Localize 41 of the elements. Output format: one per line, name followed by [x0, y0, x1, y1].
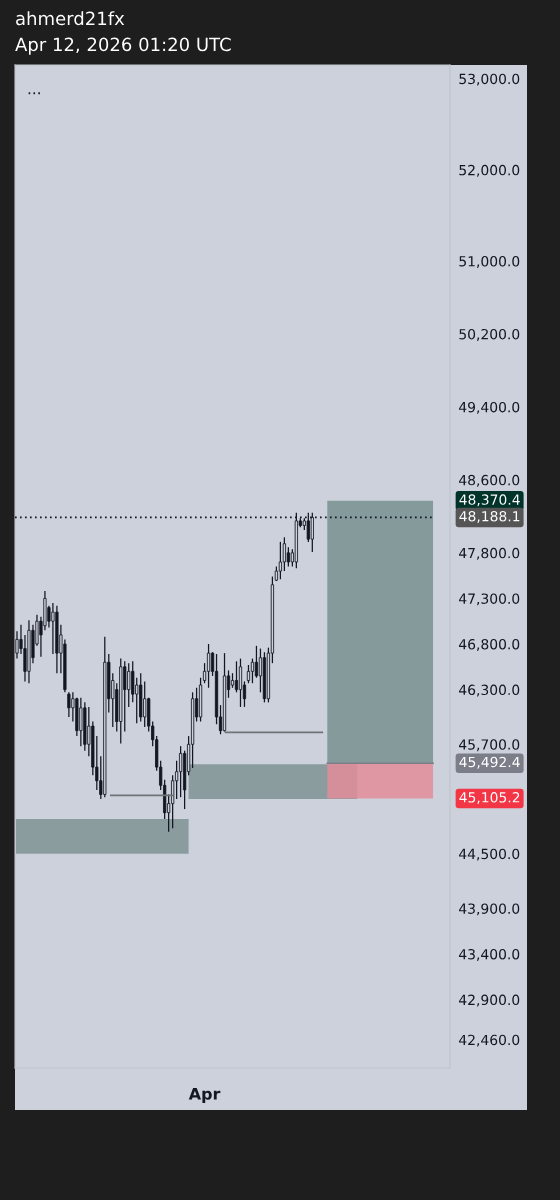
candlestick	[278, 541, 283, 580]
y-tick-label: 52,000.0	[459, 164, 520, 177]
candlestick	[143, 680, 147, 728]
candlestick	[79, 697, 83, 747]
candlestick	[123, 660, 127, 733]
y-tick-label: 46,800.0	[459, 638, 520, 651]
candlestick	[234, 660, 239, 693]
y-tick-label: 45,700.0	[459, 739, 520, 752]
y-tick-label: 46,300.0	[459, 684, 520, 697]
candlestick	[250, 657, 255, 684]
y-tick-label: 48,600.0	[459, 474, 520, 487]
candlestick	[254, 645, 259, 679]
candlestick	[127, 662, 131, 708]
y-tick-label: 42,900.0	[459, 994, 520, 1007]
band-label: 48,370.4	[459, 494, 520, 507]
y-tick-label: 49,400.0	[459, 401, 520, 414]
candlestick	[238, 657, 243, 708]
annotation: ...	[28, 92, 40, 95]
candlestick	[67, 691, 71, 718]
y-tick-label: 43,400.0	[459, 948, 520, 961]
candlestick	[246, 664, 251, 684]
candlestick	[179, 745, 183, 798]
text: ahmerd21fx	[16, 11, 125, 26]
ref-line-label: 45,492.4	[459, 756, 520, 769]
y-tick-label: 42,460.0	[459, 1034, 520, 1047]
candlestick	[286, 546, 290, 568]
y-tick-label: 47,800.0	[459, 547, 520, 560]
band-label: 45,105.2	[459, 792, 520, 804]
candlestick	[51, 602, 55, 655]
text: Apr 12, 2026 01:20 UTC	[15, 37, 231, 55]
y-tick-label: 53,000.0	[459, 73, 520, 86]
y-tick-label: 44,500.0	[459, 848, 520, 861]
y-tick-label: 50,200.0	[459, 328, 520, 341]
y-tick-label: 43,900.0	[459, 903, 520, 916]
candlestick	[171, 774, 175, 829]
ref-line-label: 48,188.1	[459, 510, 520, 523]
candlestick	[282, 536, 286, 572]
y-tick-label: 51,000.0	[459, 256, 520, 268]
x-tick-label: Apr	[188, 1087, 221, 1103]
y-tick-label: 47,300.0	[459, 593, 520, 606]
candlestick	[206, 643, 211, 689]
